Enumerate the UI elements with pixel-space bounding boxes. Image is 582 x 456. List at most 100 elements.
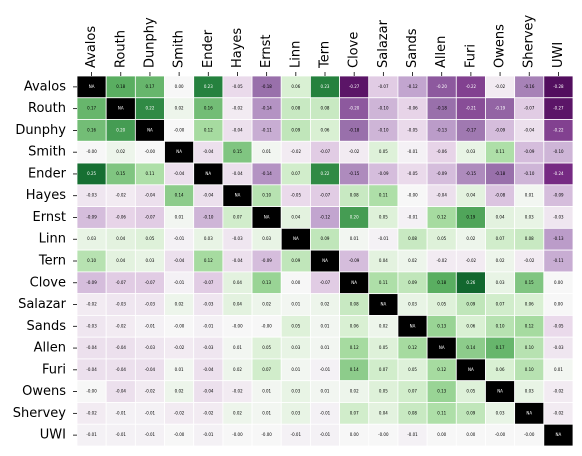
- cell-label: 0.07: [233, 214, 242, 219]
- cell-label: -0.10: [524, 171, 535, 176]
- cell-label: -0.01: [145, 410, 156, 415]
- cell-label: 0.12: [525, 323, 534, 328]
- cell-label: -0.19: [495, 106, 506, 111]
- cell-label: 0.08: [525, 236, 534, 241]
- cell-label: -0.24: [553, 171, 564, 176]
- cell-label: 0.00: [466, 432, 475, 437]
- x-tick-label: Allen: [434, 36, 449, 68]
- cell-label: 0.03: [496, 280, 505, 285]
- cell-label: -0.04: [116, 367, 127, 372]
- cell-label: -0.12: [407, 84, 418, 89]
- cell-label: -0.17: [466, 127, 477, 132]
- cell-label: -0.04: [174, 171, 185, 176]
- heatmap-cell: [543, 423, 574, 447]
- cell-label: -0.20: [349, 106, 360, 111]
- cell-label: 0.16: [87, 127, 96, 132]
- cell-label: -0.03: [86, 323, 97, 328]
- cell-label: -0.03: [145, 345, 156, 350]
- cell-label: 0.07: [291, 171, 300, 176]
- cell-label: -0.02: [466, 258, 477, 263]
- cell-label: 0.01: [175, 214, 184, 219]
- cell-label: -0.00: [261, 323, 272, 328]
- cell-label: 0.04: [116, 258, 125, 263]
- cell-label: 0.05: [437, 236, 446, 241]
- x-tick-label: Furi: [463, 44, 478, 68]
- cell-label: -0.00: [407, 193, 418, 198]
- cell-label: 0.18: [116, 84, 125, 89]
- cell-label: -0.02: [174, 410, 185, 415]
- cell-label: -0.00: [495, 432, 506, 437]
- x-tick-label: Avalos: [84, 26, 99, 68]
- cell-label: 0.04: [466, 193, 475, 198]
- cell-label: NA: [497, 389, 503, 394]
- cell-label: 0.04: [233, 302, 242, 307]
- cell-label: -0.13: [553, 236, 564, 241]
- cell-label: -0.05: [291, 193, 302, 198]
- x-tick-label: Routh: [113, 30, 128, 68]
- cell-label: -0.02: [86, 410, 97, 415]
- cell-label: -0.01: [86, 432, 97, 437]
- cell-label: 0.02: [116, 149, 125, 154]
- cell-label: 0.20: [350, 214, 359, 219]
- cell-label: -0.20: [437, 84, 448, 89]
- cell-label: -0.01: [116, 432, 127, 437]
- cell-label: 0.02: [233, 410, 242, 415]
- cell-label: -0.21: [466, 106, 477, 111]
- cell-label: 0.02: [350, 389, 359, 394]
- cell-label: 0.03: [204, 236, 213, 241]
- cell-label: -0.06: [116, 214, 127, 219]
- cell-label: 0.01: [321, 389, 330, 394]
- cell-label: -0.04: [86, 345, 97, 350]
- cell-label: 0.10: [262, 193, 271, 198]
- cell-label: 0.01: [233, 345, 242, 350]
- cell-label: -0.04: [174, 258, 185, 263]
- cell-label: 0.09: [466, 410, 475, 415]
- cell-label: 0.04: [379, 258, 388, 263]
- cell-label: 0.04: [291, 214, 300, 219]
- y-tick-label: Ender: [28, 166, 67, 181]
- cell-label: 0.01: [525, 193, 534, 198]
- cell-label: 0.18: [437, 280, 446, 285]
- cell-label: 0.01: [175, 367, 184, 372]
- cell-label: -0.28: [553, 84, 564, 89]
- cell-label: -0.04: [437, 193, 448, 198]
- cell-label: -0.04: [86, 367, 97, 372]
- cell-label: -0.05: [232, 84, 243, 89]
- cell-label: 0.01: [291, 367, 300, 372]
- cell-label: -0.01: [407, 432, 418, 437]
- cell-label: 0.20: [116, 127, 125, 132]
- cell-label: -0.04: [203, 149, 214, 154]
- y-tick-label: Hayes: [26, 188, 66, 203]
- cell-label: -0.00: [174, 432, 185, 437]
- cell-label: -0.01: [174, 236, 185, 241]
- cell-label: 0.03: [496, 410, 505, 415]
- cell-label: -0.04: [116, 389, 127, 394]
- x-tick-label: Smith: [172, 30, 187, 68]
- cell-label: -0.02: [203, 410, 214, 415]
- cell-label: 0.04: [233, 280, 242, 285]
- y-tick-label: Clove: [30, 275, 66, 290]
- cell-label: 0.06: [291, 84, 300, 89]
- cell-label: 0.15: [233, 149, 242, 154]
- cell-label: 0.03: [408, 302, 417, 307]
- cell-label: -0.04: [203, 193, 214, 198]
- cell-label: 0.15: [116, 171, 125, 176]
- cell-label: -0.01: [145, 432, 156, 437]
- cell-label: 0.03: [291, 389, 300, 394]
- cell-label: -0.15: [349, 171, 360, 176]
- y-tick-label: Tern: [38, 254, 66, 269]
- cell-label: 0.15: [525, 280, 534, 285]
- cell-label: -0.02: [524, 258, 535, 263]
- cell-label: -0.04: [116, 345, 127, 350]
- cell-label: -0.01: [116, 410, 127, 415]
- x-tick-label: Salazar: [376, 19, 391, 68]
- cell-label: 0.06: [525, 302, 534, 307]
- cell-label: 0.23: [321, 84, 330, 89]
- cell-label: 0.03: [87, 236, 96, 241]
- y-tick-label: Dunphy: [15, 123, 66, 138]
- cell-label: 0.08: [350, 193, 359, 198]
- cell-label: -0.12: [320, 214, 331, 219]
- cell-label: -0.02: [291, 149, 302, 154]
- cell-label: -0.10: [203, 214, 214, 219]
